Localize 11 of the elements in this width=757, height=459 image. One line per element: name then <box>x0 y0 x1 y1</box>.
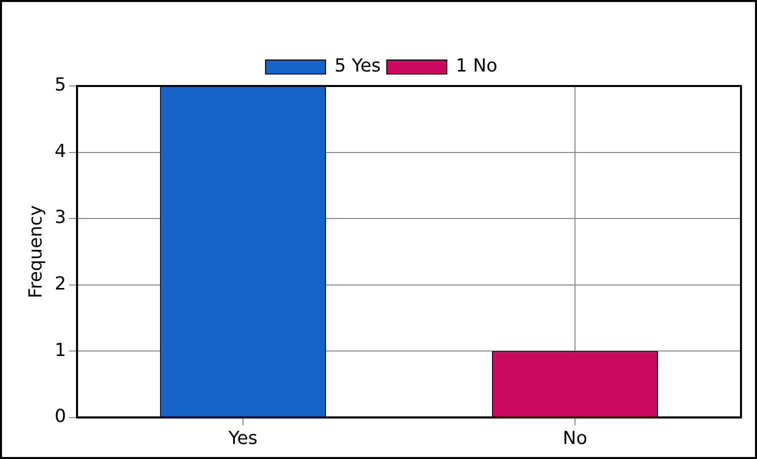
legend-label: 5 Yes <box>334 56 381 77</box>
legend-label: 1 No <box>456 56 498 77</box>
y-tick-label: 5 <box>54 74 66 96</box>
y-tick-label: 2 <box>54 274 66 295</box>
y-tick-label: 1 <box>54 340 66 361</box>
x-tick-label: No <box>562 428 588 449</box>
x-tick-label: Yes <box>228 428 258 449</box>
y-axis-title: Frequency <box>25 204 46 298</box>
y-tick-label: 3 <box>54 207 66 228</box>
y-tick-label: 0 <box>54 406 66 428</box>
y-tick-label: 4 <box>54 140 66 162</box>
